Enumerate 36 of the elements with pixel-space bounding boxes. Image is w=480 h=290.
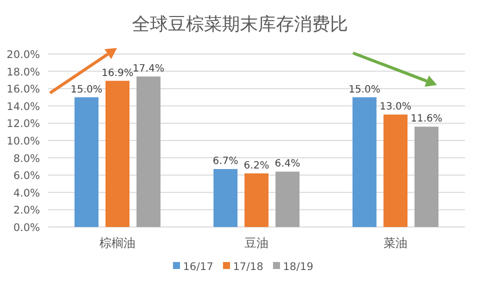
data-label: 6.2% [244, 160, 270, 172]
bar [384, 114, 408, 227]
bar [106, 80, 130, 227]
x-tick-label: 豆油 [244, 236, 268, 250]
y-tick-label: 16.0% [6, 84, 40, 96]
x-tick-label: 菜油 [384, 236, 408, 250]
legend-label: 18/19 [283, 261, 314, 273]
data-label: 17.4% [132, 63, 164, 74]
data-label: 15.0% [348, 84, 380, 96]
y-tick-label: 8.0% [13, 152, 40, 165]
y-tick-label: 10.0% [6, 136, 40, 148]
y-tick-label: 4.0% [13, 187, 40, 200]
bar [74, 97, 98, 227]
chart-title: 全球豆棕菜期末库存消费比 [132, 14, 348, 35]
data-label: 16.9% [102, 68, 134, 79]
y-tick-label: 12.0% [6, 118, 40, 130]
y-tick-label: 2.0% [13, 204, 40, 217]
x-tick-label: 棕榈油 [100, 236, 136, 250]
data-label: 15.0% [70, 84, 102, 96]
bar [136, 76, 160, 227]
y-tick-label: 0.0% [13, 222, 40, 234]
legend-label: 17/18 [233, 261, 264, 273]
bar [352, 97, 376, 227]
y-tick-label: 14.0% [6, 100, 40, 113]
y-tick-label: 6.0% [13, 170, 40, 182]
data-label: 13.0% [380, 102, 412, 113]
bar [276, 172, 300, 227]
data-label: 11.6% [410, 114, 442, 125]
bar [414, 126, 438, 227]
y-tick-label: 20.0% [6, 49, 40, 61]
data-label: 6.7% [212, 156, 238, 168]
data-label: 6.4% [274, 158, 300, 170]
bar [214, 169, 238, 227]
bar [244, 173, 268, 227]
y-tick-label: 18.0% [6, 66, 40, 78]
legend-label: 16/17 [183, 261, 214, 273]
